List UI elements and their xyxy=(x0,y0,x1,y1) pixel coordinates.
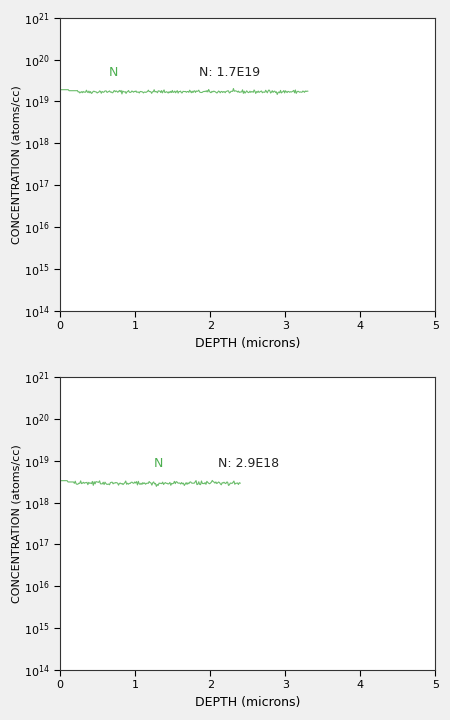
Text: N: N xyxy=(154,457,163,470)
Y-axis label: CONCENTRATION (atoms/cc): CONCENTRATION (atoms/cc) xyxy=(11,85,21,243)
Y-axis label: CONCENTRATION (atoms/cc): CONCENTRATION (atoms/cc) xyxy=(11,444,21,603)
X-axis label: DEPTH (microns): DEPTH (microns) xyxy=(195,696,301,709)
Text: N: 1.7E19: N: 1.7E19 xyxy=(199,66,260,79)
Text: N: 2.9E18: N: 2.9E18 xyxy=(218,457,279,470)
X-axis label: DEPTH (microns): DEPTH (microns) xyxy=(195,336,301,350)
Text: N: N xyxy=(109,66,118,79)
